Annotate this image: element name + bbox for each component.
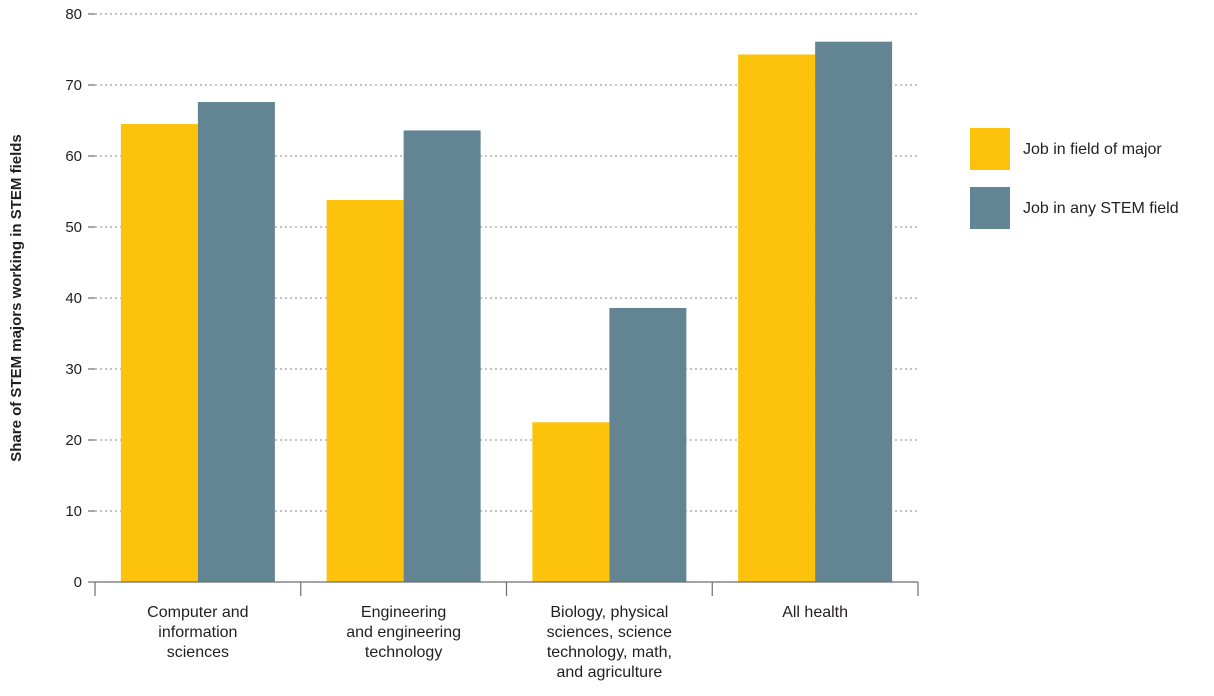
y-tick-label: 0 [74, 574, 82, 591]
legend: Job in field of major Job in any STEM fie… [970, 128, 1179, 229]
x-category-label: Biology, physical sciences, science techno… [547, 604, 672, 681]
y-tick-label: 60 [65, 148, 82, 165]
x-category-label-line: Biology, physical [550, 604, 668, 621]
bar-job-in-field-of-major [120, 124, 198, 583]
bar-job-in-field-of-major [532, 422, 610, 582]
bar-job-in-field-of-major [326, 200, 404, 582]
x-category-label: All health [782, 604, 848, 621]
y-tick-label: 70 [65, 77, 82, 94]
x-category-label-line: technology, math, [547, 644, 672, 661]
x-category-label-line: All health [782, 604, 848, 621]
x-category-label-line: sciences [167, 644, 229, 661]
bar-job-in-any-stem-field [197, 102, 275, 582]
x-category-label-line: and engineering [346, 624, 461, 641]
y-tick-label: 40 [65, 290, 82, 307]
legend-swatch [970, 187, 1010, 229]
x-category-label-line: information [158, 624, 237, 641]
y-axis-title: Share of STEM majors working in STEM fie… [8, 134, 25, 462]
x-category-label-line: sciences, science [547, 624, 672, 641]
bar-job-in-any-stem-field [815, 41, 893, 582]
x-category-label: Computer and information sciences [147, 604, 248, 661]
bar-job-in-any-stem-field [403, 130, 481, 582]
bars [120, 41, 893, 583]
x-category-label: Engineering and engineering technology [346, 604, 461, 661]
x-category-label-line: Computer and [147, 604, 248, 621]
x-category-label-line: and agriculture [556, 664, 662, 681]
y-axis-ticks: 0 10 20 30 40 50 60 70 80 [65, 6, 95, 591]
bar-job-in-field-of-major [738, 54, 816, 583]
y-tick-label: 50 [65, 219, 82, 236]
y-tick-label: 80 [65, 6, 82, 23]
x-category-label-line: Engineering [361, 604, 446, 621]
y-tick-label: 30 [65, 361, 82, 378]
legend-swatch [970, 128, 1010, 170]
x-axis [94, 581, 919, 596]
legend-label: Job in any STEM field [1023, 200, 1179, 217]
y-tick-label: 10 [65, 503, 82, 520]
bar-job-in-any-stem-field [609, 307, 687, 582]
y-tick-label: 20 [65, 432, 82, 449]
x-category-label-line: technology [365, 644, 442, 661]
x-axis-category-labels: Computer and information sciences Engineeri… [147, 604, 848, 681]
legend-label: Job in field of major [1023, 141, 1162, 158]
